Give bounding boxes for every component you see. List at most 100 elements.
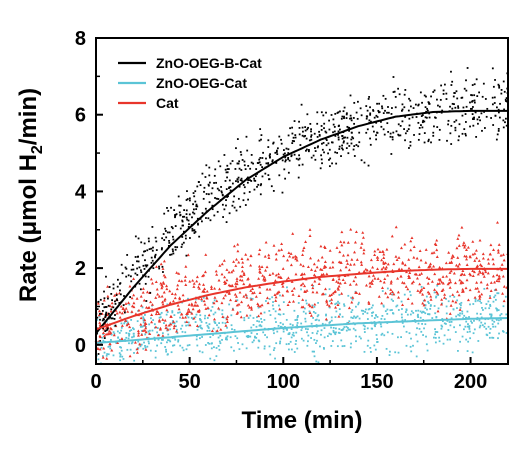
data-point	[456, 97, 459, 100]
data-point	[224, 323, 228, 327]
data-point	[360, 309, 363, 312]
data-point	[97, 313, 101, 317]
data-point	[386, 312, 389, 315]
data-point	[321, 322, 324, 325]
data-point	[201, 172, 204, 175]
data-point	[461, 312, 464, 315]
data-point	[175, 287, 179, 291]
data-point	[311, 286, 315, 290]
data-point	[504, 121, 506, 124]
data-point	[357, 292, 361, 295]
data-point	[305, 289, 309, 292]
data-point	[434, 312, 437, 315]
data-point	[207, 342, 210, 344]
data-point	[289, 252, 293, 255]
data-point	[287, 148, 290, 151]
legend-item: ZnO-OEG-B-Cat	[118, 55, 262, 71]
data-point	[117, 278, 119, 281]
data-point	[374, 325, 376, 328]
data-point	[259, 311, 263, 315]
data-point	[240, 265, 244, 269]
data-point	[138, 266, 141, 269]
data-point	[360, 114, 363, 117]
data-point	[103, 306, 106, 309]
data-point	[495, 279, 499, 282]
data-point	[341, 115, 344, 118]
data-point	[250, 332, 253, 334]
data-point	[310, 134, 313, 137]
data-point	[291, 293, 295, 296]
data-point	[144, 250, 147, 253]
data-point	[218, 189, 221, 192]
data-point	[339, 313, 341, 316]
data-point	[422, 303, 426, 307]
data-point	[181, 330, 184, 333]
data-point	[256, 320, 259, 322]
data-point	[147, 330, 150, 333]
data-point	[315, 342, 317, 344]
data-point	[447, 329, 450, 331]
data-point	[481, 256, 485, 260]
data-point	[435, 248, 439, 252]
data-point	[130, 319, 133, 321]
data-point	[221, 203, 224, 206]
data-point	[132, 293, 136, 297]
data-point	[221, 321, 224, 324]
data-point	[146, 345, 149, 348]
data-point	[105, 354, 108, 357]
data-point	[331, 265, 335, 269]
data-point	[384, 97, 387, 100]
data-point	[404, 285, 408, 288]
data-point	[422, 310, 424, 313]
data-point	[191, 278, 195, 282]
data-point	[337, 136, 340, 139]
data-point	[434, 116, 436, 119]
data-point	[272, 301, 274, 303]
data-point	[184, 331, 187, 334]
data-point	[456, 256, 460, 259]
data-point	[427, 292, 431, 295]
data-point	[350, 131, 353, 134]
data-point	[331, 340, 334, 342]
data-point	[335, 331, 337, 334]
data-point	[387, 106, 389, 108]
data-point	[218, 322, 221, 325]
data-point	[128, 342, 130, 345]
data-point	[290, 280, 294, 283]
data-point	[341, 329, 344, 331]
data-point	[305, 137, 308, 140]
data-point	[453, 281, 457, 285]
data-point	[453, 103, 455, 106]
data-point	[143, 318, 147, 322]
data-point	[495, 318, 498, 321]
data-point	[393, 90, 396, 93]
data-point	[168, 231, 171, 234]
data-point	[154, 280, 158, 284]
data-point	[259, 193, 262, 196]
data-point	[291, 255, 295, 259]
data-point	[280, 242, 284, 246]
data-point	[461, 269, 465, 272]
data-point	[304, 240, 308, 243]
data-point	[450, 317, 453, 320]
data-point	[120, 322, 123, 325]
data-point	[366, 312, 369, 315]
data-point	[400, 336, 402, 338]
data-point	[390, 234, 394, 238]
data-point	[282, 330, 285, 333]
data-point	[124, 338, 126, 341]
data-point	[235, 277, 239, 280]
data-point	[316, 136, 319, 138]
data-point	[412, 245, 416, 249]
data-point	[165, 348, 167, 351]
data-point	[497, 111, 500, 114]
data-point	[479, 119, 481, 122]
data-point	[281, 284, 285, 288]
data-point	[204, 176, 207, 178]
data-point	[414, 103, 417, 106]
data-point	[367, 164, 370, 167]
data-point	[326, 335, 329, 338]
data-point	[314, 150, 317, 152]
data-point	[412, 255, 416, 259]
